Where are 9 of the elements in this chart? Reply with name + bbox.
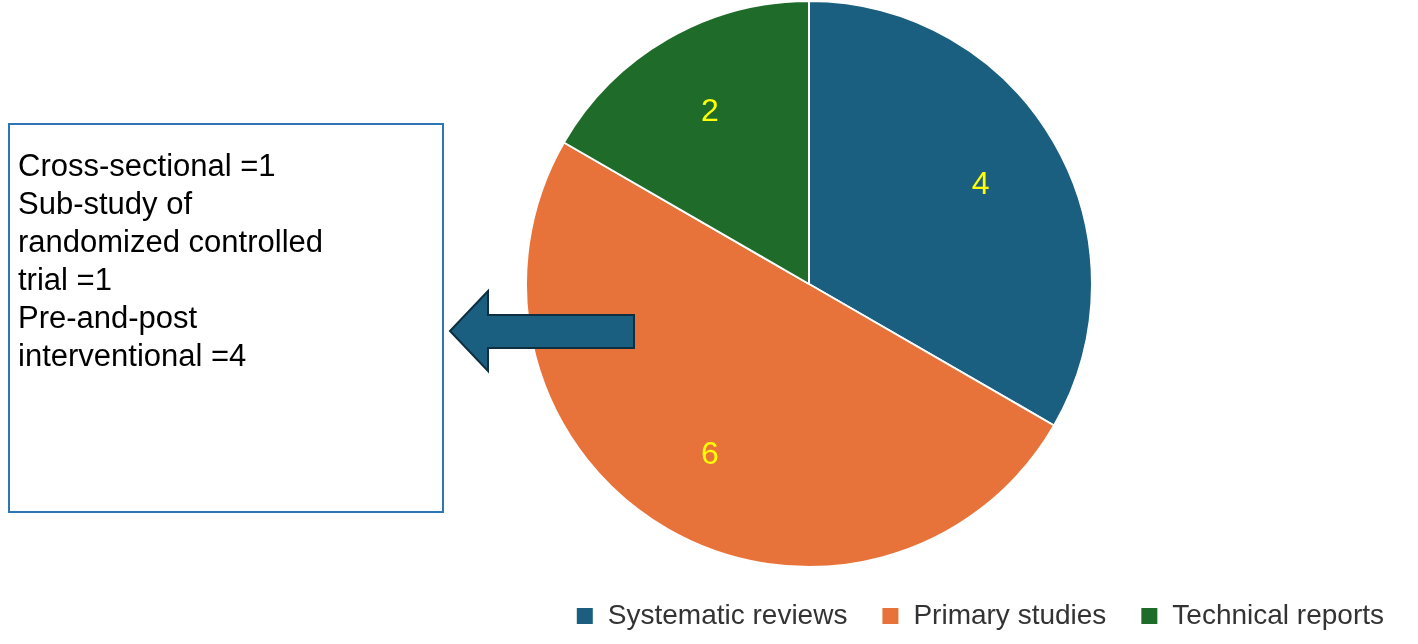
text: Pre-and-post interventional =4 (18, 299, 248, 375)
legend-label: Primary studies (913, 598, 1107, 630)
data-label: 2 (701, 92, 719, 129)
text: Cross-sectional =1 (18, 147, 277, 185)
data-label: 6 (701, 435, 719, 472)
data-label: 4 (971, 164, 990, 201)
text: Sub-study of randomized controlled trial =1 (18, 185, 324, 299)
legend-label: Systematic reviews (607, 598, 848, 630)
legend-label: Technical reports (1172, 598, 1384, 630)
